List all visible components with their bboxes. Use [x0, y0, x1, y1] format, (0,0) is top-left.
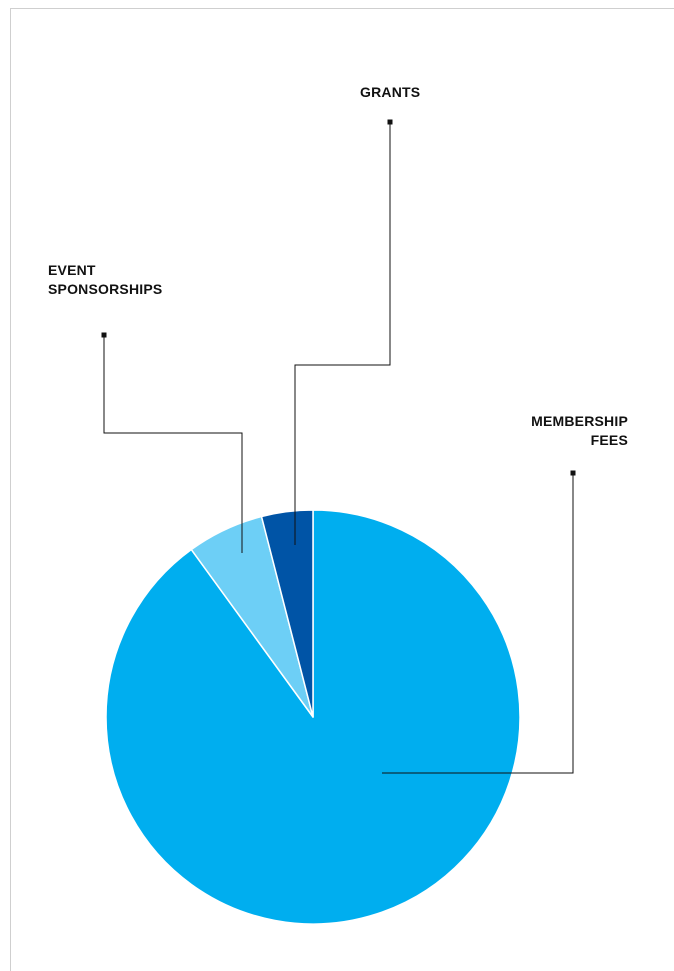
slice-label-grants: GRANTS: [360, 84, 420, 100]
leader-line-grants: [294, 122, 391, 545]
pie-slices: [105, 509, 521, 925]
pie-slice-grants: [260, 509, 314, 718]
leader-end-marker: [101, 332, 107, 338]
slice-label-event-sponsorships: EVENT SPONSORSHIPS: [48, 262, 162, 297]
slice-label-line: EVENT: [48, 262, 96, 278]
leader-line-membership-fees: [382, 473, 574, 774]
slice-label-line: SPONSORSHIPS: [48, 281, 162, 297]
chart-frame: [10, 8, 674, 971]
slice-label-line: GRANTS: [360, 84, 420, 100]
slice-label-line: FEES: [591, 432, 628, 448]
slice-label-line: MEMBERSHIP: [531, 413, 628, 429]
slice-label-membership-fees: MEMBERSHIP FEES: [531, 413, 628, 448]
slice-labels: MEMBERSHIP FEES EVENT SPONSORSHIPS GRANTS: [48, 84, 628, 448]
leader-line-event-sponsorships: [103, 335, 243, 553]
leader-end-marker: [570, 470, 576, 476]
leader-end-marker: [387, 119, 393, 125]
leader-lines: [101, 119, 576, 774]
